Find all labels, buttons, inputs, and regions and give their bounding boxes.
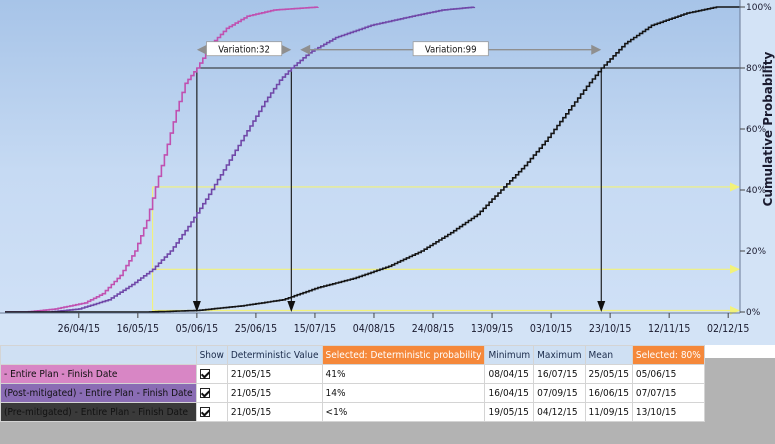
deterministic-cell: 21/05/15: [226, 383, 323, 403]
header-corner: [0, 345, 197, 365]
y-tick-label-2: 40%: [746, 186, 766, 196]
x-tick-label-1: 16/05/15: [117, 323, 159, 335]
statistics-panel: Show Deterministic Value Selected: Deter…: [0, 345, 775, 444]
mean-cell: 25/05/15: [584, 364, 633, 384]
show-cell: [195, 402, 228, 422]
header-selected-probability[interactable]: Selected: Deterministic probability: [321, 345, 486, 365]
probability-cell: <1%: [321, 402, 486, 422]
y-tick-label-4: 80%: [746, 64, 766, 74]
table-row: (Post-mitigated) - Entire Plan - Finish …: [0, 383, 705, 403]
deterministic-cell: 21/05/15: [226, 364, 323, 384]
minimum-cell: 19/05/15: [484, 402, 535, 422]
header-minimum[interactable]: Minimum: [484, 345, 535, 365]
show-cell: [195, 364, 228, 384]
x-tick-label-9: 23/10/15: [589, 323, 631, 335]
table-row: (Pre-mitigated) - Entire Plan - Finish D…: [0, 402, 705, 422]
header-maximum[interactable]: Maximum: [533, 345, 586, 365]
cumulative-probability-chart: Variation:32 Variation:99 26/04/15 16/05/1…: [0, 0, 775, 345]
ref-arrow-v-7: [597, 301, 606, 312]
x-tick-label-5: 04/08/15: [353, 323, 395, 335]
x-tick-label-3: 25/06/15: [235, 323, 277, 335]
table-row: - Entire Plan - Finish Date 21/05/15 41%…: [0, 364, 705, 384]
row-label: (Post-mitigated) - Entire Plan - Finish …: [0, 383, 197, 403]
plot-area: [0, 0, 740, 312]
x-tick-label-10: 12/11/15: [648, 323, 690, 335]
show-checkbox[interactable]: [199, 368, 210, 379]
variation-box-1: [412, 41, 489, 57]
deterministic-cell: 21/05/15: [226, 402, 323, 422]
variation-arrow-right-1: [591, 44, 602, 55]
variation-label-1: Variation:99: [425, 45, 477, 56]
header-show[interactable]: Show: [195, 345, 228, 365]
selected-cell: 05/06/15: [631, 364, 705, 384]
y-axis-label: Cumulative Probability: [761, 51, 775, 206]
series-line-0: [5, 6, 319, 313]
mean-cell: 11/09/15: [584, 402, 633, 422]
header-selected-80[interactable]: Selected: 80%: [631, 345, 705, 365]
variation-box-0: [206, 41, 283, 57]
probability-cell: 41%: [321, 364, 486, 384]
series-line-2: [5, 6, 740, 313]
x-tick-label-2: 05/06/15: [176, 323, 218, 335]
ref-arrow-h-1: [730, 182, 740, 192]
show-checkbox[interactable]: [199, 406, 210, 417]
x-tick-label-7: 13/09/15: [471, 323, 513, 335]
variation-arrow-right-0: [281, 44, 292, 55]
header-mean[interactable]: Mean: [584, 345, 633, 365]
ref-arrow-v-6: [287, 301, 296, 312]
maximum-cell: 16/07/15: [533, 364, 586, 384]
maximum-cell: 07/09/15: [533, 383, 586, 403]
minimum-cell: 08/04/15: [484, 364, 535, 384]
minimum-cell: 16/04/15: [484, 383, 535, 403]
header-deterministic-value[interactable]: Deterministic Value: [226, 345, 323, 365]
ref-arrow-v-5: [192, 301, 201, 312]
variation-arrow-left-0: [196, 44, 207, 55]
probability-cell: 14%: [321, 383, 486, 403]
show-cell: [195, 383, 228, 403]
series-line-1: [5, 6, 476, 313]
row-label: - Entire Plan - Finish Date: [0, 364, 197, 384]
row-label: (Pre-mitigated) - Entire Plan - Finish D…: [0, 402, 197, 422]
x-tick-label-6: 24/08/15: [412, 323, 454, 335]
y-tick-label-0: 0%: [746, 308, 761, 318]
chart-svg: Variation:32 Variation:99 26/04/15 16/05/1…: [0, 0, 775, 345]
x-tick-label-0: 26/04/15: [58, 323, 100, 335]
show-checkbox[interactable]: [199, 387, 210, 398]
statistics-table: Show Deterministic Value Selected: Deter…: [0, 345, 705, 422]
x-tick-label-11: 02/12/15: [707, 323, 749, 335]
x-tick-label-4: 15/07/15: [294, 323, 336, 335]
selected-cell: 13/10/15: [631, 402, 705, 422]
variation-arrow-left-1: [300, 44, 311, 55]
y-tick-label-3: 60%: [746, 125, 766, 135]
x-tick-label-8: 03/10/15: [530, 323, 572, 335]
ref-arrow-h-2: [730, 264, 740, 274]
variation-label-0: Variation:32: [218, 45, 270, 56]
y-tick-label-1: 20%: [746, 247, 766, 257]
table-header-row: Show Deterministic Value Selected: Deter…: [0, 345, 705, 365]
selected-cell: 07/07/15: [631, 383, 705, 403]
maximum-cell: 04/12/15: [533, 402, 586, 422]
y-tick-label-5: 100%: [746, 3, 772, 13]
mean-cell: 16/06/15: [584, 383, 633, 403]
